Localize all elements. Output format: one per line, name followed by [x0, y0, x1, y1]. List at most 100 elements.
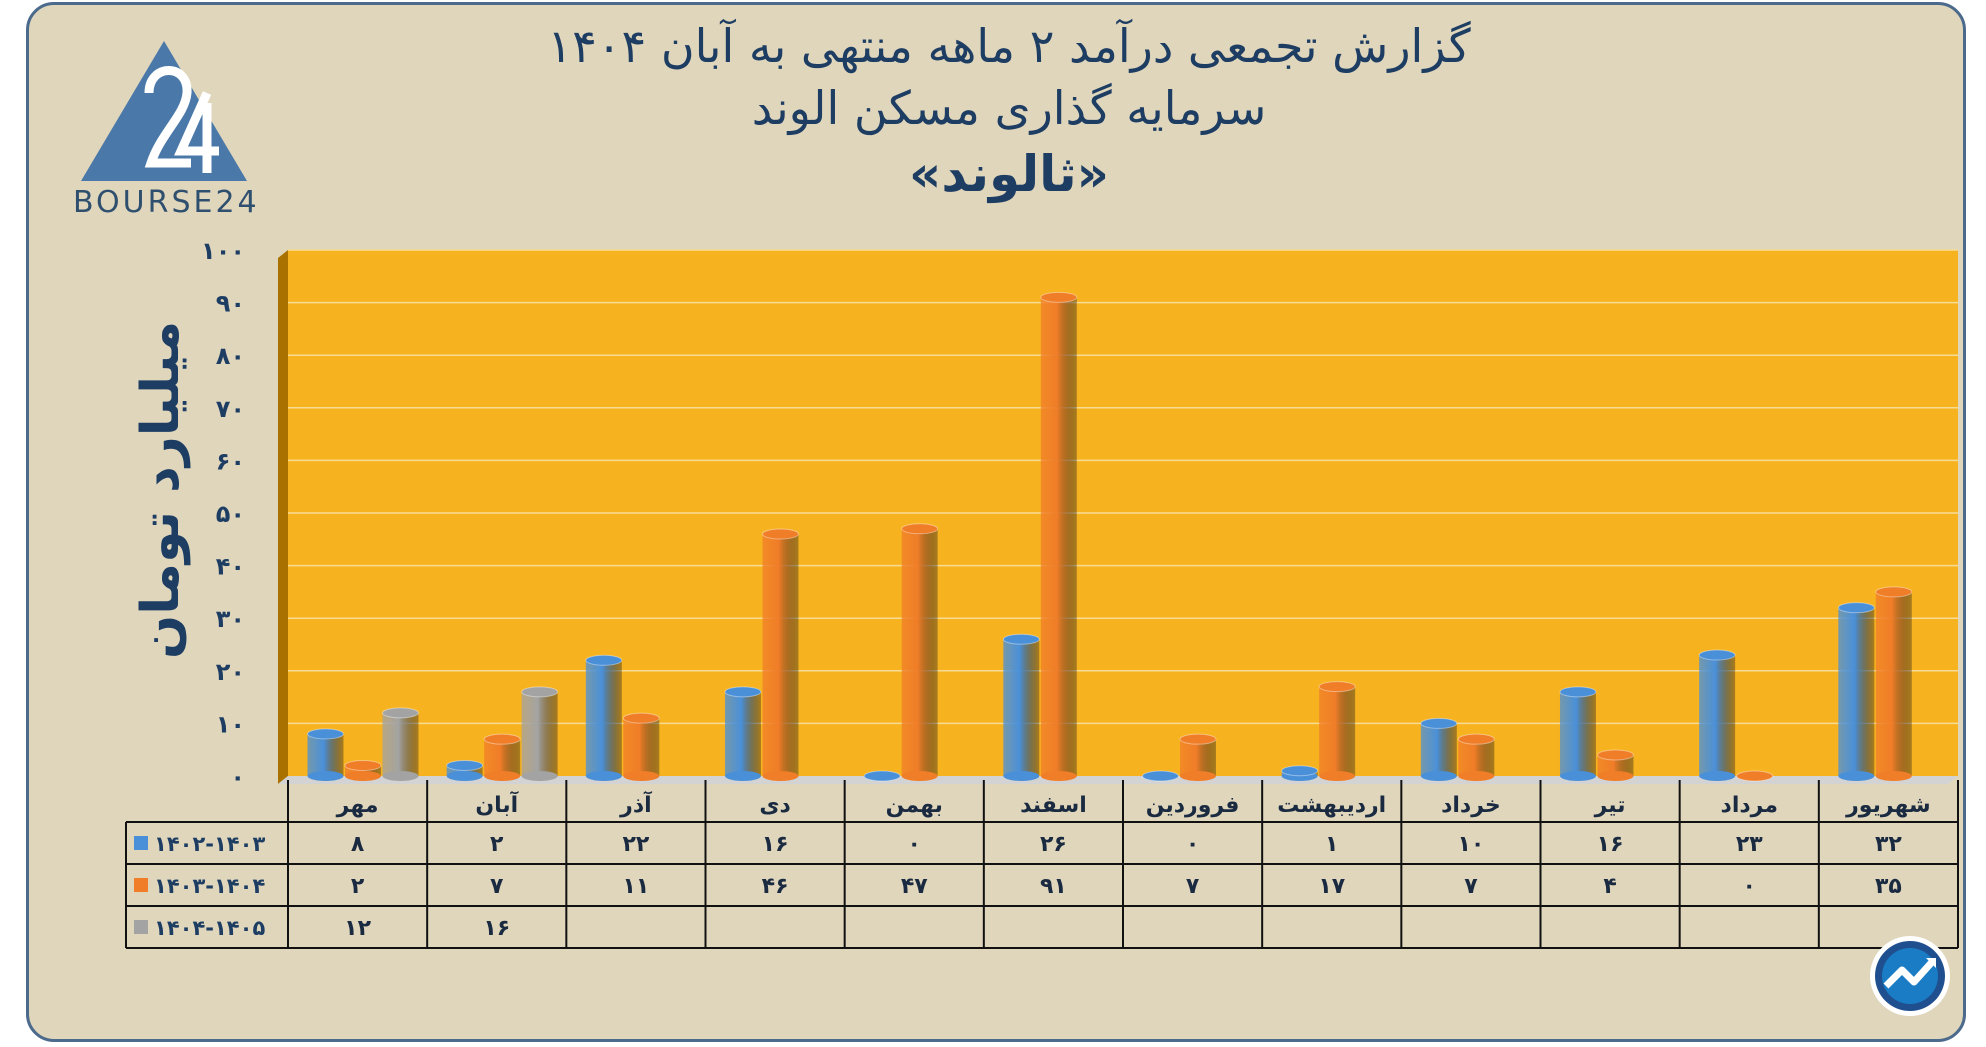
plot-side-wall [278, 250, 288, 784]
bar-base [521, 771, 558, 781]
plot-floor [278, 776, 1958, 784]
x-tick-label: تیر [1594, 793, 1626, 818]
y-tick-label: ۳۰ [216, 605, 245, 633]
bar-cap [483, 733, 521, 745]
x-tick-label: آذر [619, 790, 652, 818]
bar-base [1458, 771, 1495, 781]
bar-cap [1596, 749, 1634, 761]
bar-cap [344, 759, 382, 771]
bar-base [1875, 771, 1912, 781]
chart-trend-arrow-icon[interactable] [1868, 934, 1952, 1018]
bar-cap [1736, 770, 1774, 782]
bar [1003, 639, 1040, 776]
bar-cap [724, 686, 762, 698]
bar [1875, 591, 1912, 776]
data-label: ۱ [1325, 832, 1338, 857]
bar-cap [1875, 586, 1913, 598]
chart-symbol: «ثالوند» [909, 145, 1109, 203]
x-tick-label: بهمن [886, 793, 943, 818]
bar-cap [901, 523, 939, 535]
data-label: ۲ [351, 874, 365, 899]
legend-entry: ۱۴۰۳-۱۴۰۴ [154, 874, 265, 898]
bar-cap [306, 728, 344, 740]
bar [521, 691, 558, 776]
bar-cap [1698, 649, 1736, 661]
bar-cap [521, 686, 559, 698]
bar [1319, 686, 1356, 776]
data-label: ۹۱ [1040, 874, 1067, 899]
bar [1458, 739, 1495, 776]
bar-base [1040, 771, 1077, 781]
data-label: ۲۲ [622, 832, 649, 857]
y-tick-label: ۹۰ [216, 290, 245, 318]
x-tick-label: مرداد [1721, 793, 1778, 818]
bar-cap [1141, 770, 1179, 782]
y-tick-label: ۶۰ [216, 447, 245, 475]
bar-cap [761, 528, 799, 540]
bar [382, 712, 419, 776]
legend-swatch [134, 920, 148, 934]
legend-swatch [134, 836, 148, 850]
data-label: ۴ [1603, 874, 1616, 899]
bar [1597, 754, 1634, 776]
bourse24-logo [81, 41, 247, 181]
y-tick-label: ۲۰ [216, 658, 245, 686]
data-label: ۱۶ [483, 916, 510, 941]
data-table: مهر آبان آذر دی بهمن اسفند فروردین اردیبهشت خردا… [125, 780, 1959, 949]
y-tick-label: ۰ [230, 763, 245, 791]
bar-cap [1837, 602, 1875, 614]
bar [623, 718, 660, 776]
data-label: ۷ [490, 874, 504, 899]
bar-base [1838, 771, 1875, 781]
legend-swatch [134, 878, 148, 892]
bar [1838, 607, 1875, 776]
bar-cap [446, 759, 484, 771]
bar [585, 660, 622, 776]
x-tick-label: اردیبهشت [1277, 793, 1386, 818]
bar-cap [1420, 717, 1458, 729]
y-tick-label: ۱۰ [216, 710, 245, 738]
bar-base [1699, 771, 1736, 781]
data-label: ۱۲ [344, 916, 371, 941]
legend-entry: ۱۴۰۴-۱۴۰۵ [154, 916, 265, 940]
data-label: ۰ [1186, 832, 1199, 857]
data-label: ۱۱ [622, 874, 649, 899]
chart-subtitle: سرمایه گذاری مسکن الوند [751, 81, 1267, 135]
bar-base [1179, 771, 1216, 781]
bar-base [585, 771, 622, 781]
y-tick-label: ۱۰۰ [201, 237, 245, 265]
bar-base [344, 771, 381, 781]
bar-base [446, 771, 483, 781]
bar-cap [585, 654, 623, 666]
bar-cap [1457, 733, 1495, 745]
data-label: ۳۵ [1875, 874, 1902, 899]
x-tick-label: فروردین [1146, 793, 1240, 818]
bar-base [623, 771, 660, 781]
x-tick-label: مهر [336, 793, 379, 818]
bar-base [1003, 771, 1040, 781]
data-label: ۷ [1464, 874, 1478, 899]
x-tick-label: شهریور [1845, 793, 1931, 818]
bar [446, 765, 483, 776]
x-tick-label: اسفند [1020, 793, 1087, 818]
bar [307, 733, 344, 776]
bar [1559, 691, 1596, 776]
y-tick-label: ۵۰ [216, 500, 245, 528]
bar [762, 534, 799, 776]
x-tick-label: آبان [475, 790, 518, 818]
data-label: ۲۶ [1040, 832, 1067, 857]
data-label: ۴۷ [901, 874, 928, 899]
bar [1040, 297, 1077, 776]
data-label: ۲۳ [1736, 832, 1763, 857]
bar-cap [381, 707, 419, 719]
bar-base [484, 771, 521, 781]
bar-cap [1040, 291, 1078, 303]
bar [901, 528, 938, 776]
data-label: ۷ [1186, 874, 1200, 899]
logo-text: BOURSE24 [73, 185, 260, 220]
bar-base [724, 771, 761, 781]
y-tick-label: ۸۰ [216, 342, 245, 370]
bar-base [901, 771, 938, 781]
data-label: ۱۶ [1597, 832, 1624, 857]
